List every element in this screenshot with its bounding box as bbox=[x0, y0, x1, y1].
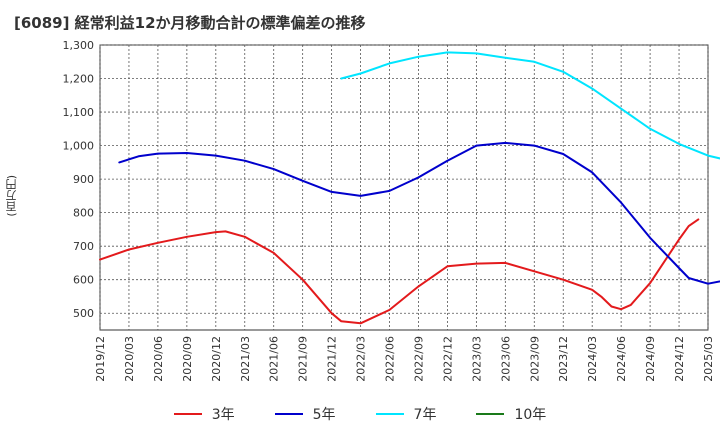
x-tick-label: 2020/03 bbox=[123, 336, 136, 382]
x-tick-label: 2021/12 bbox=[326, 336, 339, 382]
series-line-1 bbox=[99, 218, 700, 325]
x-tick-label: 2023/03 bbox=[470, 336, 483, 382]
legend-item-10y: 10年 bbox=[476, 404, 546, 424]
x-tick-label: 2021/03 bbox=[239, 336, 252, 382]
x-tick-label: 2023/12 bbox=[557, 336, 570, 382]
x-tick-label: 2024/03 bbox=[586, 336, 599, 382]
x-tick-label: 2025/03 bbox=[702, 336, 715, 382]
x-tick-label: 2022/06 bbox=[384, 336, 397, 382]
series-line-2 bbox=[118, 141, 720, 285]
y-tick-label: 1,300 bbox=[63, 39, 95, 52]
x-tick-label: 2024/12 bbox=[673, 336, 686, 382]
x-tick-label: 2020/09 bbox=[181, 336, 194, 382]
legend-label-7y: 7年 bbox=[413, 407, 437, 423]
plot-area bbox=[99, 44, 709, 331]
legend-swatch-10y bbox=[476, 413, 505, 415]
legend-label-5y: 5年 bbox=[312, 407, 336, 423]
x-tick-label: 2021/06 bbox=[268, 336, 281, 382]
y-tick-label: 600 bbox=[73, 274, 94, 287]
y-tick-label: 1,200 bbox=[63, 73, 95, 86]
chart-title: [6089] 経常利益12か月移動合計の標準偏差の推移 bbox=[14, 14, 366, 32]
x-tick-label: 2019/12 bbox=[94, 336, 107, 382]
legend-swatch-3y bbox=[173, 413, 202, 415]
y-tick-label: 500 bbox=[73, 307, 94, 320]
x-tick-label: 2022/12 bbox=[441, 336, 454, 382]
series-line-3 bbox=[340, 51, 720, 160]
y-tick-label: 900 bbox=[73, 173, 94, 186]
x-tick-label: 2020/06 bbox=[152, 336, 165, 382]
x-tick-label: 2024/06 bbox=[615, 336, 628, 382]
x-tick-label: 2023/09 bbox=[528, 336, 541, 382]
x-tick-label: 2020/12 bbox=[210, 336, 223, 382]
legend-label-3y: 3年 bbox=[211, 407, 235, 423]
legend-item-3y: 3年 bbox=[173, 404, 235, 424]
y-tick-label: 800 bbox=[73, 207, 94, 220]
x-tick-label: 2024/09 bbox=[644, 336, 657, 382]
legend-swatch-7y bbox=[375, 413, 404, 415]
legend-label-10y: 10年 bbox=[514, 407, 547, 423]
legend-swatch-5y bbox=[274, 413, 303, 415]
x-tick-label: 2021/09 bbox=[297, 336, 310, 382]
x-tick-label: 2022/09 bbox=[412, 336, 425, 382]
y-tick-label: 1,000 bbox=[63, 140, 95, 153]
legend-item-5y: 5年 bbox=[274, 404, 336, 424]
x-tick-label: 2023/06 bbox=[499, 336, 512, 382]
y-tick-label: 700 bbox=[73, 240, 94, 253]
y-tick-label: 1,100 bbox=[63, 106, 95, 119]
legend: 3年 5年 7年 10年 bbox=[0, 404, 720, 424]
x-tick-label: 2022/03 bbox=[355, 336, 368, 382]
legend-item-7y: 7年 bbox=[375, 404, 437, 424]
